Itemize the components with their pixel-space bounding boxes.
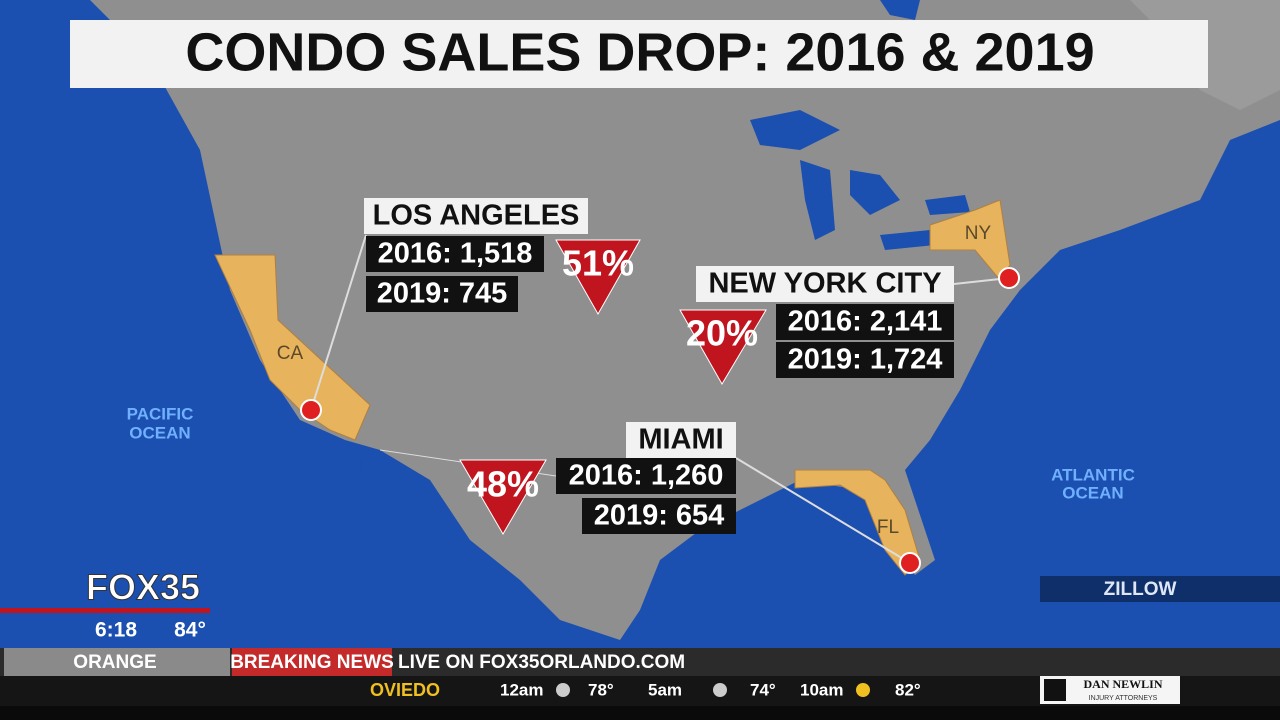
stat-2019: 2019: 1,724: [788, 344, 943, 376]
state-california: [214, 254, 371, 441]
forecast-time: 12am: [500, 680, 543, 699]
stat-box: [776, 342, 954, 378]
stat-box: [366, 236, 544, 272]
ocean-label: PACIFIC: [127, 404, 194, 423]
ticker-message: LIVE ON FOX35ORLANDO.COM: [398, 652, 685, 673]
city-name-box: [626, 422, 736, 458]
drop-percent: 20%: [686, 313, 758, 354]
city-name: MIAMI: [638, 424, 723, 456]
stat-2019: 2019: 654: [594, 500, 725, 532]
city-name: NEW YORK CITY: [708, 268, 941, 300]
station-logo: FOX35: [86, 567, 200, 608]
city-dot: [998, 267, 1020, 289]
stat-box: [366, 276, 518, 312]
forecast-temp: 78°: [588, 680, 614, 699]
temperature: 84°: [174, 619, 206, 642]
weather-icon: [856, 683, 870, 697]
time: 6:18: [95, 619, 137, 642]
city-dot: [300, 399, 322, 421]
gulf-of-california: [360, 460, 430, 595]
drop-percent: 48%: [467, 464, 539, 505]
weather-city: OVIEDO: [370, 680, 440, 700]
forecast-time: 10am: [800, 680, 843, 699]
source-bar: [1040, 576, 1280, 602]
ticker-tag: BREAKING NEWS: [230, 652, 394, 673]
state-florida: [794, 469, 921, 576]
sponsor-tagline: INJURY ATTORNEYS: [1089, 695, 1158, 702]
state-label: NY: [965, 223, 992, 244]
ocean-label: OCEAN: [1062, 483, 1123, 502]
forecast-temp: 74°: [750, 680, 776, 699]
city-name-box: [364, 198, 588, 234]
drop-triangle: [555, 239, 641, 316]
title: CONDO SALES DROP: 2016 & 2019: [185, 22, 1094, 82]
connector: [310, 234, 367, 411]
drop-triangle: [459, 459, 547, 535]
stat-box: [776, 304, 954, 340]
bottom-edge: [0, 706, 1280, 720]
city-dot: [899, 552, 921, 574]
drop-percent: 51%: [562, 243, 634, 284]
stat-2016: 2016: 2,141: [788, 306, 943, 338]
stat-2016: 2016: 1,260: [569, 460, 724, 492]
drop-triangle: [679, 309, 767, 385]
weather-icon: [556, 683, 570, 697]
forecast-temp: 82°: [895, 680, 921, 699]
stat-2016: 2016: 1,518: [378, 238, 533, 270]
county: ORANGE: [73, 652, 156, 673]
logo-rule: [0, 608, 210, 613]
land: [90, 0, 1280, 640]
state-label: CA: [277, 343, 304, 364]
county-box: [4, 648, 230, 676]
ocean-label: ATLANTIC: [1051, 465, 1135, 484]
sponsor-mark: [1044, 679, 1066, 701]
ocean-label: OCEAN: [129, 423, 190, 442]
source: ZILLOW: [1104, 579, 1177, 600]
forecast-time: 5am: [648, 680, 682, 699]
weather-icon: [713, 683, 727, 697]
connector: [735, 457, 911, 564]
sponsor-name: DAN NEWLIN: [1083, 677, 1162, 691]
stat-2019: 2019: 745: [377, 278, 508, 310]
city-name: LOS ANGELES: [373, 200, 580, 232]
stat-box: [582, 498, 736, 534]
state-label: FL: [877, 517, 899, 538]
title-bar: [70, 20, 1208, 88]
stat-box: [556, 458, 736, 494]
tag-box: [232, 648, 392, 676]
city-name-box: [696, 266, 954, 302]
great-lakes: [750, 0, 970, 250]
